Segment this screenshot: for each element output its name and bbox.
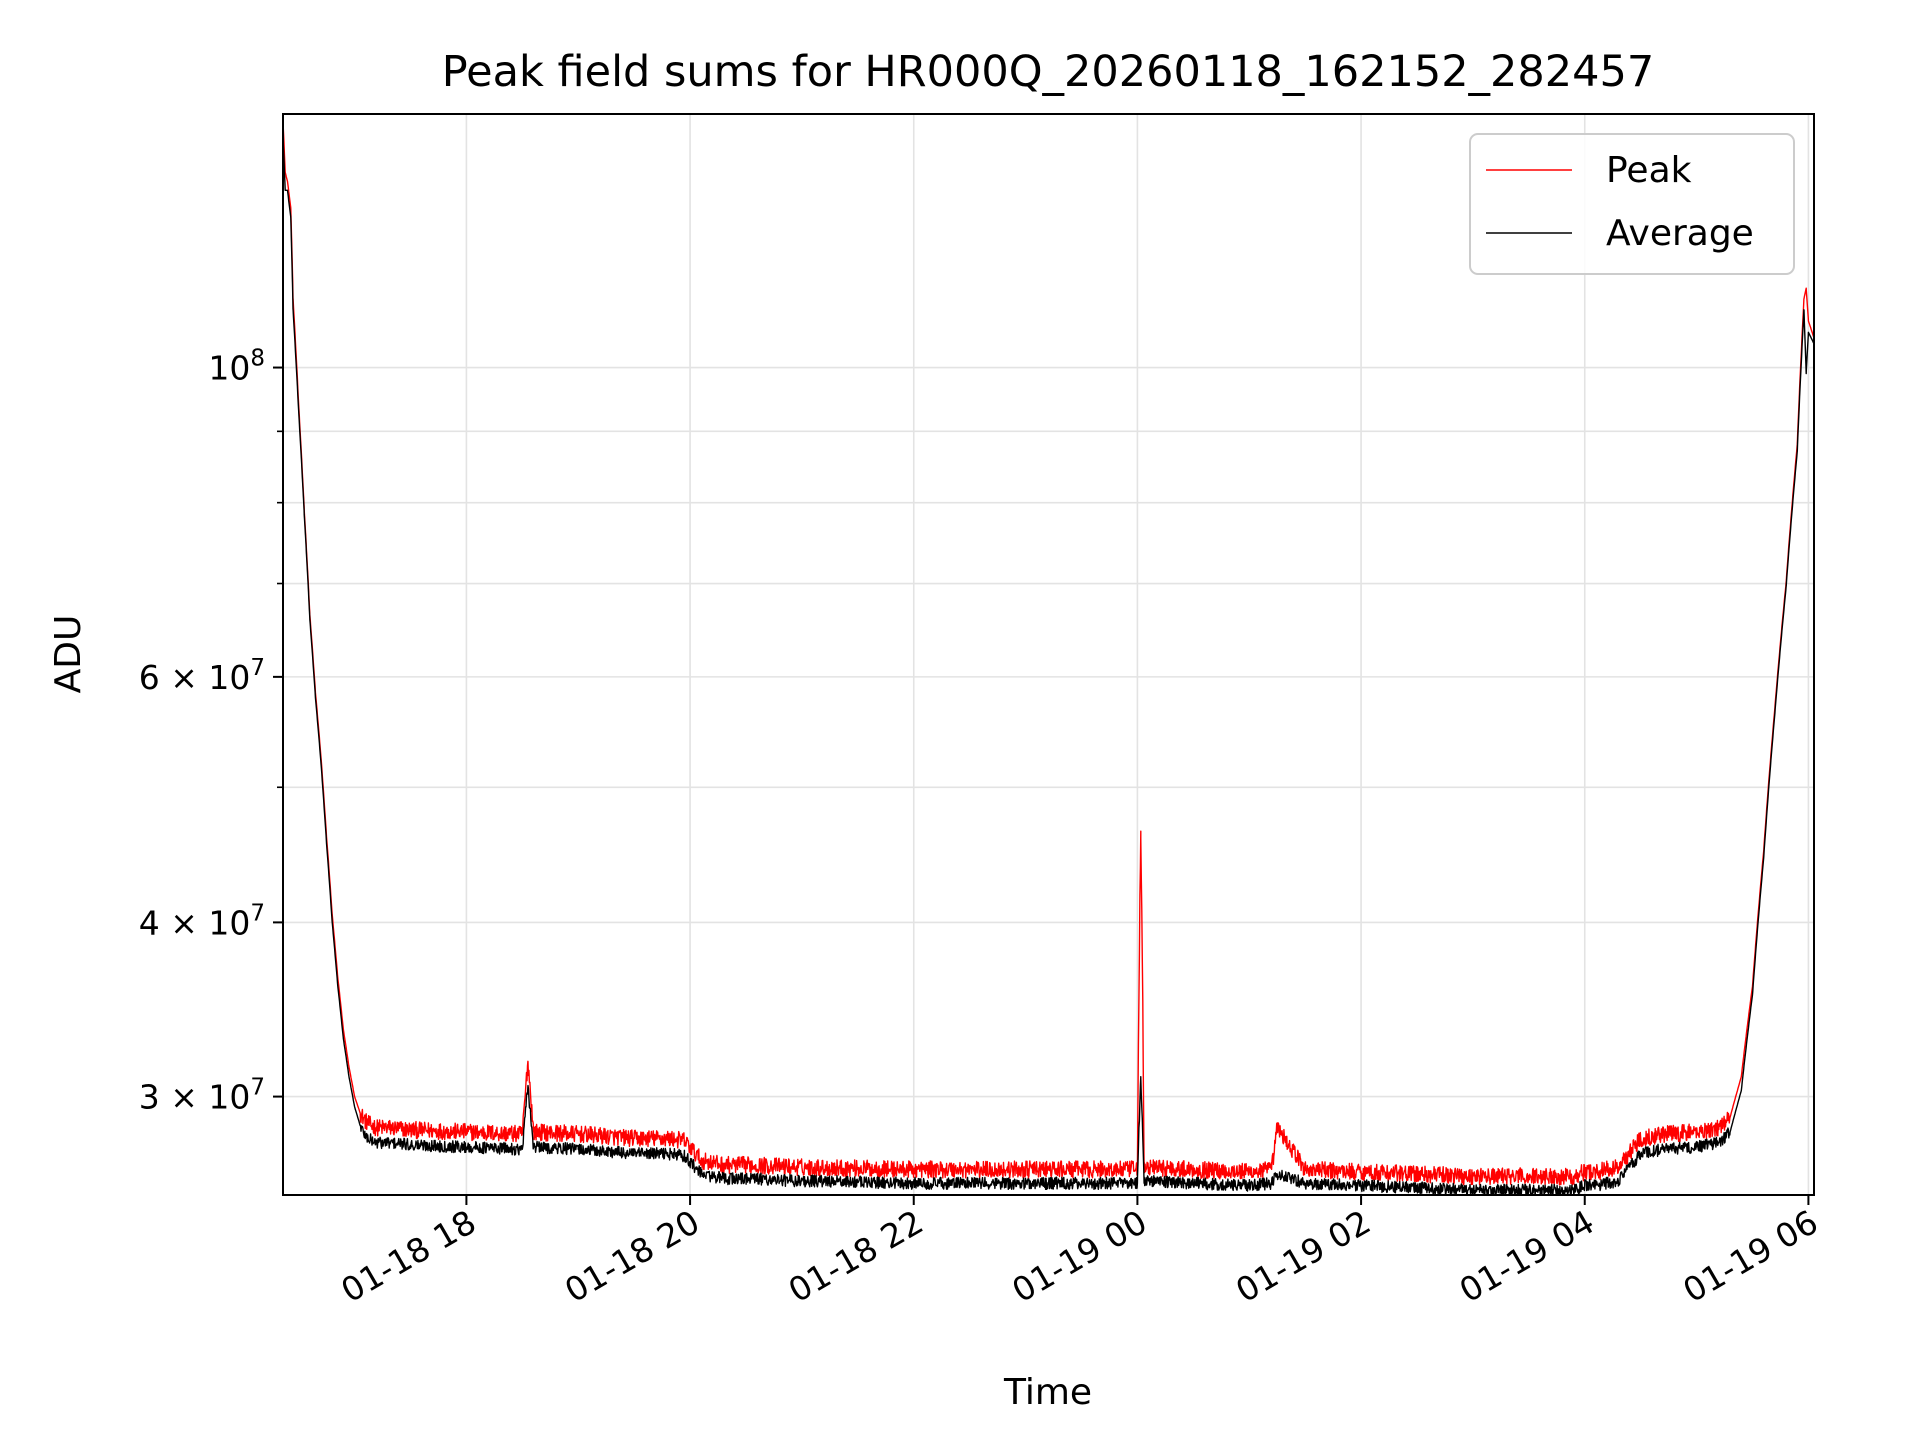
legend-box (1469, 133, 1795, 275)
legend-peak-label: Peak (1606, 150, 1692, 191)
x-axis-label: Time (1003, 1372, 1092, 1413)
grid-lines (283, 114, 1814, 1195)
y-tick-label: 3 × 107 (139, 1075, 265, 1117)
series-line-peak (283, 121, 1814, 1186)
y-tick-label: 108 (208, 346, 265, 388)
y-tick-label: 4 × 107 (139, 900, 265, 942)
series-layer (283, 121, 1814, 1195)
y-tick-label: 6 × 107 (139, 655, 265, 697)
chart-title: Peak field sums for HR000Q_20260118_1621… (442, 47, 1654, 97)
series-line-average (283, 138, 1814, 1195)
legend-average-label: Average (1606, 213, 1754, 254)
plot-frame (282, 113, 1815, 1196)
y-axis-label: ADU (48, 615, 89, 694)
legend: Peak Average (1469, 133, 1795, 275)
